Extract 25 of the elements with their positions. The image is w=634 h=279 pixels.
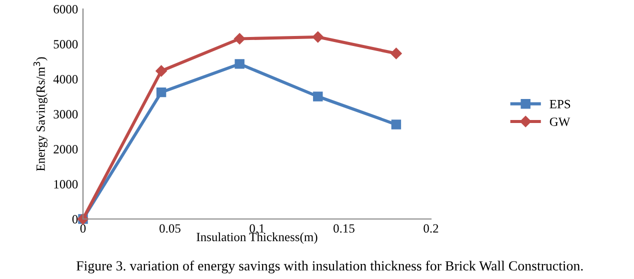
point — [234, 33, 246, 44]
y-tick-label: 1000 — [54, 180, 78, 188]
caption: Figure 3. variation of energy savings with insulation thickness for Brick Wall Construction. — [76, 260, 583, 274]
y-tick-label: 0 — [72, 215, 78, 224]
legend-label: EPS — [550, 100, 570, 108]
x-tick-label: 0 — [80, 224, 86, 233]
y-tick-label: 5000 — [54, 40, 78, 48]
x-tick-label: 0.1 — [250, 224, 264, 233]
point — [391, 120, 402, 130]
y-axis-title: Energy Saving(Rs/m$^{3}$) — [33, 57, 48, 172]
y-tick-label: 6000 — [54, 5, 78, 14]
point — [313, 92, 323, 102]
point — [156, 65, 167, 77]
x-tick-label: 0.05 — [160, 224, 180, 233]
y-tick-label: 3000 — [54, 110, 78, 118]
legend-label: GW — [550, 118, 570, 126]
point — [234, 59, 244, 69]
x-tick-label: 0.15 — [334, 224, 354, 233]
point — [312, 31, 324, 43]
y-tick-label: 4000 — [53, 75, 78, 84]
y-tick-label: 2000 — [54, 145, 78, 154]
point — [390, 48, 402, 60]
x-axis-title: Insulation Thickness(m) — [196, 232, 318, 244]
point — [156, 87, 166, 98]
x-tick-label: 0.2 — [424, 224, 438, 233]
